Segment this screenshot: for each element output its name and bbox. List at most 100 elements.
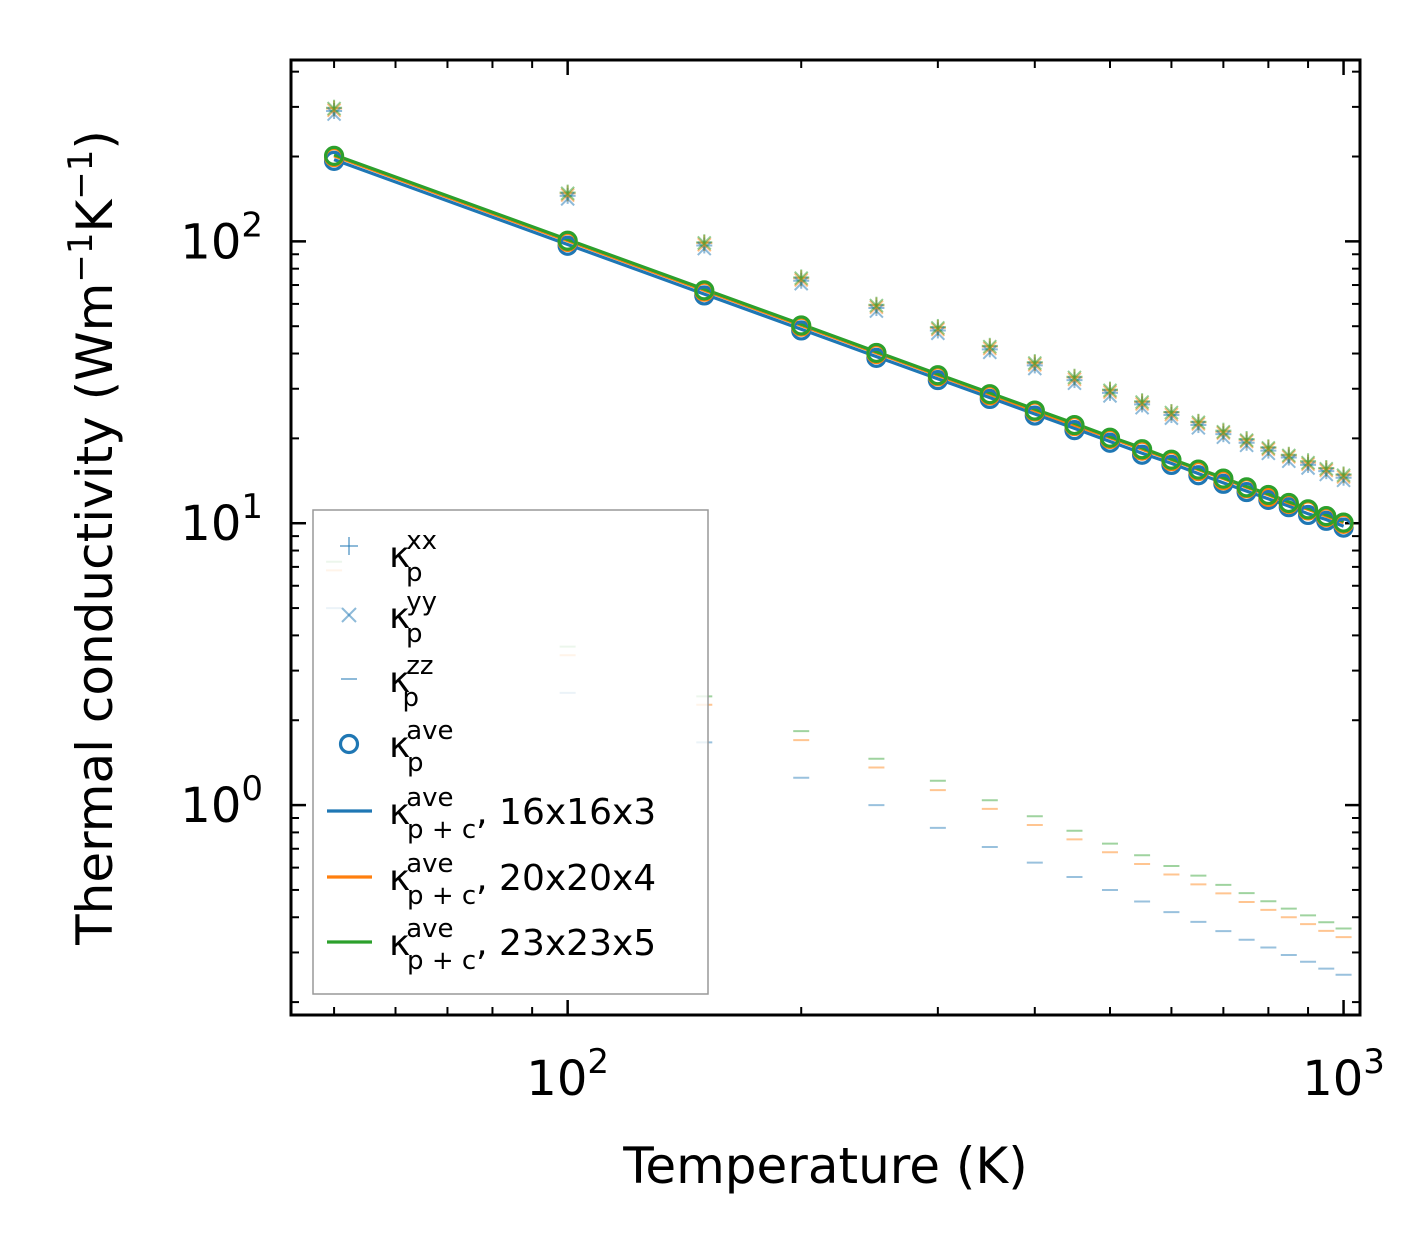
legend-label-sub: p: [406, 619, 423, 649]
kyy-point-16x16x3: [1319, 467, 1334, 482]
kyy-point-16x16x3: [1164, 410, 1179, 426]
kyy-point-16x16x3-b: [1239, 438, 1254, 453]
kyy-point-16x16x3-b: [982, 345, 998, 360]
kyy-point-20x20x4: [930, 322, 946, 337]
kyy-point-23x23x5-b: [697, 235, 712, 251]
kyy-point-20x20x4-b: [1027, 357, 1043, 372]
legend-label-sup: ave: [406, 783, 453, 813]
legend-label-sub: p: [403, 683, 420, 713]
legend-label-base: κ: [389, 792, 410, 833]
y-tick-label-exp: 2: [241, 205, 263, 245]
legend-label: κave p + c, 23x23x5: [389, 914, 656, 976]
kyy-point-20x20x4: [982, 341, 998, 356]
kyy-point-16x16x3: [1102, 388, 1118, 404]
legend-entry: κzz p: [341, 651, 434, 713]
kyy-point-23x23x5-b: [326, 101, 342, 116]
legend-label-base: κ: [389, 596, 410, 637]
y-tick-label-exp: 1: [241, 487, 263, 527]
kyy-point-20x20x4: [1319, 463, 1334, 478]
kyy-point-23x23x5: [982, 339, 998, 354]
legend-entry: κave p: [338, 716, 454, 778]
kyy-point-20x20x4: [1281, 449, 1297, 465]
kyy-point-20x20x4-b: [1067, 372, 1082, 387]
kave-point-23x23x5: [866, 342, 887, 364]
kyy-point-23x23x5-b: [1261, 440, 1276, 456]
kyy-point-16x16x3-b: [1281, 453, 1297, 469]
kyy-point-20x20x4: [1067, 372, 1082, 387]
kave-point-23x23x5: [791, 315, 812, 336]
legend-label-sup: zz: [406, 651, 433, 681]
kyy-point-23x23x5-b: [869, 298, 884, 313]
kyy-point-23x23x5-b: [560, 186, 575, 201]
kyy-point-20x20x4-b: [982, 341, 998, 356]
kyy-point-16x16x3-b: [1336, 473, 1351, 488]
legend-label-suffix: , 20x20x4: [476, 858, 656, 899]
kyy-point-20x20x4-b: [1134, 396, 1150, 412]
kyy-point-20x20x4: [697, 237, 712, 252]
kyy-point-16x16x3-b: [1027, 361, 1043, 376]
legend-entry: κxx p: [340, 526, 437, 588]
kyy-point-23x23x5: [1164, 405, 1179, 420]
y-axis-label-end: ): [66, 130, 124, 150]
legend-label: κave p: [389, 716, 454, 778]
legend-label-sub: p: [407, 748, 424, 778]
x-tick-label-base: 10: [526, 1051, 587, 1107]
legend-label-sup: yy: [406, 587, 437, 617]
kyy-point-23x23x5: [1102, 383, 1118, 398]
kave-point-23x23x5: [1161, 449, 1182, 470]
legend-entry: κyy p: [341, 587, 437, 649]
kyy-point-16x16x3-b: [869, 303, 884, 319]
kyy-point-20x20x4: [1134, 396, 1150, 412]
x-tick-label: 103: [1302, 1042, 1385, 1107]
kyy-point-20x20x4-b: [560, 187, 575, 203]
kyy-point-16x16x3-b: [1102, 388, 1118, 404]
kyy-point-20x20x4: [326, 102, 342, 118]
kyy-point-20x20x4: [1300, 456, 1316, 472]
kyy-point-16x16x3: [1336, 473, 1351, 488]
kyy-point-23x23x5: [1336, 468, 1351, 483]
kyy-point-20x20x4-b: [869, 299, 884, 315]
legend-label-sup: xx: [406, 526, 437, 556]
legend-label-suffix: , 16x16x3: [476, 792, 656, 833]
x-tick-label-base: 10: [1302, 1051, 1363, 1107]
kxx-point-23x23x5: [1300, 453, 1317, 470]
kyy-point-16x16x3-b: [1261, 446, 1276, 461]
kyy-point-23x23x5-b: [1191, 415, 1206, 430]
y-tick-label: 101: [180, 487, 263, 552]
kyy-point-16x16x3-b: [1319, 467, 1334, 482]
kyy-point-20x20x4-b: [697, 237, 712, 252]
y-axis-label-main: Thermal conductivity (Wm: [66, 283, 124, 946]
legend-label: κxx p: [389, 526, 437, 588]
kyy-point-20x20x4-b: [326, 102, 342, 118]
kyy-point-23x23x5-b: [1239, 433, 1254, 448]
kave-point-23x23x5: [1024, 400, 1045, 421]
y-tick-label: 102: [180, 205, 263, 270]
legend-box: [312, 509, 709, 995]
y-axis-label-sup2: −1: [61, 150, 101, 200]
y-tick-label-base: 10: [180, 778, 241, 834]
kyy-point-23x23x5-b: [930, 320, 946, 336]
kyy-point-20x20x4-b: [1319, 463, 1334, 478]
kyy-point-23x23x5-b: [1336, 468, 1351, 483]
kave-point-23x23x5: [1188, 459, 1209, 480]
legend-label-base: κ: [389, 725, 410, 766]
kyy-point-16x16x3: [1191, 420, 1206, 436]
y-axis-label-sup1: −1: [61, 233, 101, 283]
kyy-point-16x16x3-b: [1134, 400, 1150, 415]
kyy-point-16x16x3-b: [1191, 420, 1206, 436]
kyy-point-23x23x5-b: [982, 339, 998, 354]
kyy-point-20x20x4: [1191, 416, 1206, 432]
kyy-point-20x20x4-b: [1281, 449, 1297, 465]
kyy-point-23x23x5: [1027, 355, 1043, 371]
legend-label: κave p + c, 20x20x4: [389, 849, 656, 911]
kyy-point-20x20x4: [869, 299, 884, 315]
legend-label-sub: p: [406, 558, 423, 588]
kyy-point-20x20x4: [1027, 357, 1043, 372]
kyy-point-20x20x4-b: [794, 272, 809, 288]
kpc-line-16x16x3: [333, 158, 1345, 528]
kyy-point-16x16x3-b: [560, 191, 575, 207]
legend-label-sup: ave: [406, 914, 453, 944]
kyy-point-16x16x3: [1067, 375, 1082, 391]
legend-label: κyy p: [389, 587, 437, 649]
